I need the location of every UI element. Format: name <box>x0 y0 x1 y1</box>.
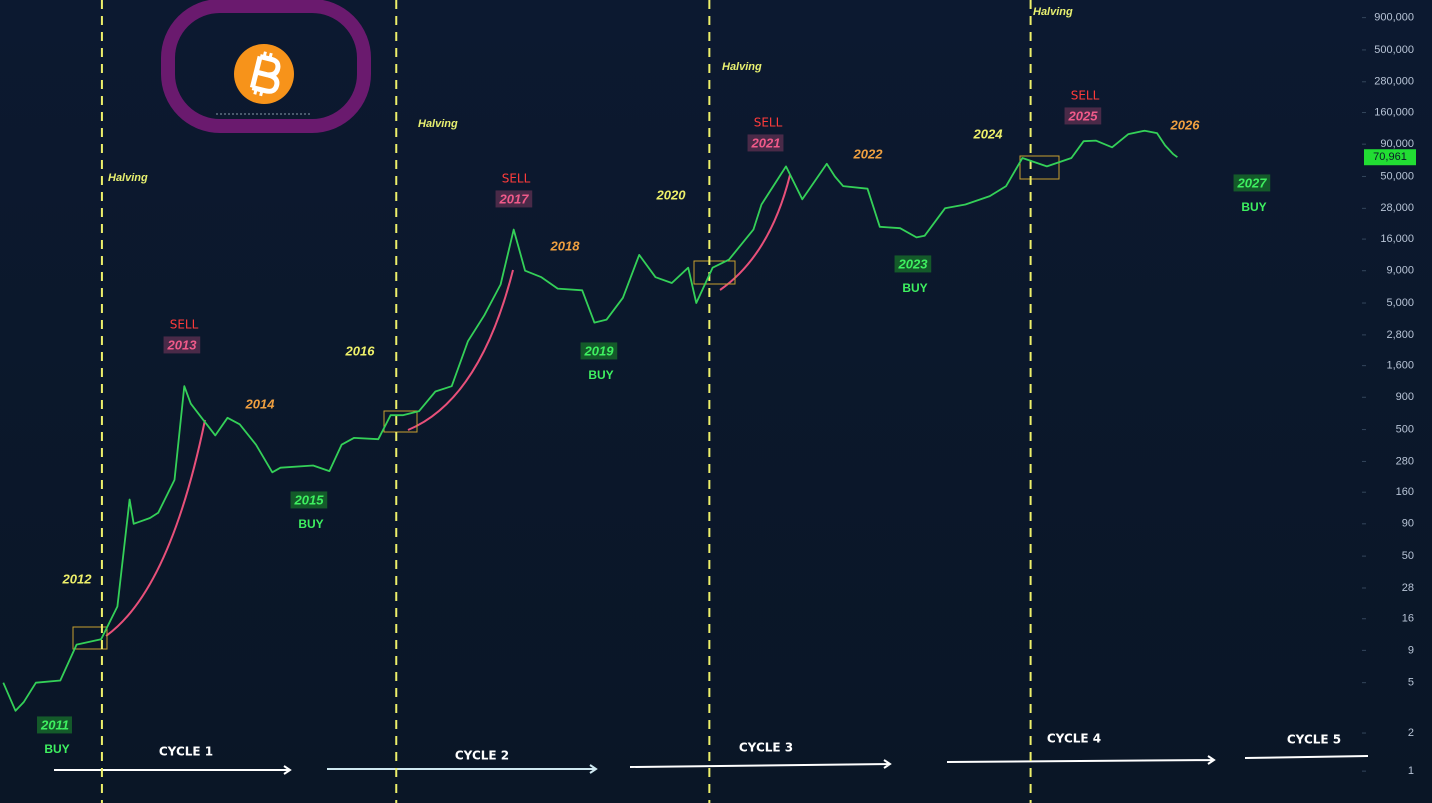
y-tick-label: 16,000 <box>1380 233 1414 245</box>
y-tick-label: 1,600 <box>1386 360 1414 372</box>
cycle-label: CYCLE 4 <box>1047 732 1101 746</box>
sell-year-box <box>163 336 201 354</box>
buy-year: 2023 <box>898 256 929 271</box>
last-price-box <box>1364 149 1416 166</box>
buy-year-box <box>894 255 932 273</box>
buy-year: 2015 <box>294 492 325 507</box>
sell-label: SELL <box>502 172 531 186</box>
sell-year-group: 2017 <box>495 190 533 208</box>
y-tick-label: 28 <box>1402 582 1414 594</box>
buy-year-group: 2027 <box>1233 174 1271 192</box>
buy-label: BUY <box>298 517 323 531</box>
halving-label: Halving <box>722 61 762 73</box>
sell-label: SELL <box>170 318 199 332</box>
sell-year-box <box>495 190 533 208</box>
y-tick-label: 16 <box>1402 613 1414 625</box>
halving-year: 2024 <box>973 126 1004 141</box>
y-tick-label: 2,800 <box>1386 329 1414 341</box>
sell-year: 2017 <box>499 191 530 206</box>
sell-label: SELL <box>1071 89 1100 103</box>
buy-year: 2011 <box>40 717 69 732</box>
buy-year-box <box>37 716 72 734</box>
buy-year-box <box>580 342 618 360</box>
y-tick-label: 5 <box>1408 677 1414 689</box>
sell-label: SELL <box>754 116 783 130</box>
halving-label: Halving <box>418 118 458 130</box>
y-tick-label: 9 <box>1408 644 1414 656</box>
y-tick-label: 500,000 <box>1374 44 1414 56</box>
post-peak-year: 2018 <box>550 238 581 253</box>
y-tick-label: 280 <box>1396 455 1414 467</box>
sell-year-group: 2025 <box>1064 107 1102 125</box>
last-price-label: 70,961 <box>1373 151 1407 163</box>
buy-year-group: 2015 <box>290 491 328 509</box>
halving-year: 2016 <box>345 343 376 358</box>
y-tick-label: 900,000 <box>1374 12 1414 24</box>
y-tick-label: 280,000 <box>1374 76 1414 88</box>
buy-year-box <box>1233 174 1271 192</box>
sell-year-box <box>747 134 784 152</box>
price-line <box>2 129 1178 712</box>
y-tick-label: 160,000 <box>1374 106 1414 118</box>
y-tick-label: 500 <box>1396 423 1414 435</box>
y-tick-label: 2 <box>1408 727 1414 739</box>
buy-label: BUY <box>44 742 69 756</box>
halving-year: 2012 <box>62 571 93 586</box>
buy-year-group: 2011 <box>37 716 72 734</box>
cycle-label: CYCLE 3 <box>739 741 793 755</box>
y-tick-label: 90 <box>1402 518 1414 530</box>
buy-year-group: 2023 <box>894 255 932 273</box>
y-tick-label: 900 <box>1396 391 1414 403</box>
buy-label: BUY <box>588 368 613 382</box>
buy-year-group: 2019 <box>580 342 618 360</box>
y-tick-label: 9,000 <box>1386 265 1414 277</box>
halving-year: 2020 <box>656 187 687 202</box>
y-tick-label: 1 <box>1408 765 1414 777</box>
cycle-arrows <box>54 755 1369 775</box>
y-tick-label: 5,000 <box>1386 297 1414 309</box>
post-peak-year: 2022 <box>853 146 884 161</box>
bitcoin-logo <box>161 0 371 133</box>
trend-arcs <box>105 174 791 637</box>
sell-year-group: 2021 <box>747 134 784 152</box>
buy-year: 2027 <box>1237 175 1268 190</box>
sell-year: 2025 <box>1068 108 1099 123</box>
y-tick-label: 90,000 <box>1380 138 1414 150</box>
post-peak-year: 2014 <box>245 396 276 411</box>
buy-year: 2019 <box>584 343 615 358</box>
y-tick-label: 160 <box>1396 486 1414 498</box>
halving-boxes <box>72 155 1060 650</box>
cycle-label: CYCLE 1 <box>159 745 213 759</box>
y-tick-label: 50 <box>1402 550 1414 562</box>
cycle-label: CYCLE 5 <box>1287 733 1341 747</box>
buy-year-box <box>290 491 328 509</box>
buy-label: BUY <box>1241 200 1266 214</box>
sell-year-box <box>1064 107 1102 125</box>
y-tick-label: 50,000 <box>1380 170 1414 182</box>
halving-label: Halving <box>1033 6 1073 18</box>
sell-year-group: 2013 <box>163 336 201 354</box>
y-tick-label: 28,000 <box>1380 202 1414 214</box>
post-peak-year: 2026 <box>1170 117 1201 132</box>
buy-label: BUY <box>902 281 927 295</box>
sell-year: 2021 <box>751 135 781 150</box>
sell-year: 2013 <box>167 337 198 352</box>
halving-label: Halving <box>108 172 148 184</box>
cycle-label: CYCLE 2 <box>455 749 509 763</box>
